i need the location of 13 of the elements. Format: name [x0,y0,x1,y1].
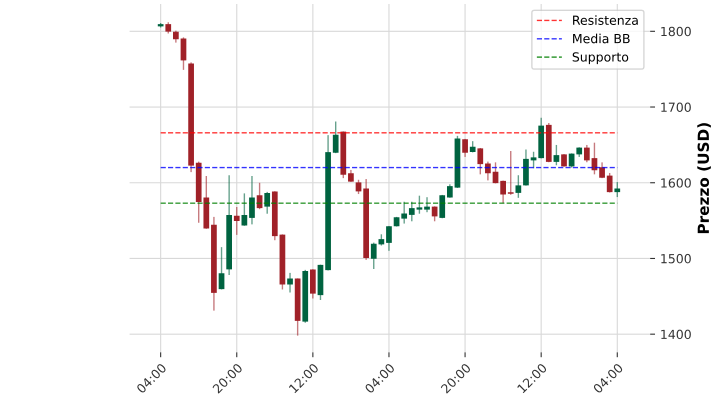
legend-label: Media BB [573,34,630,44]
y-tick-label: 1800 [661,26,691,36]
y-tick-label: 1700 [661,102,691,112]
y-tick-label: 1400 [661,330,691,340]
y-axis-title: Prezzo (USD) [697,123,711,234]
y-tick-label: 1500 [661,254,691,264]
candlestick [568,153,574,168]
legend-label: Resistenza [573,15,638,25]
candlestick [439,194,446,218]
y-tick-label: 1600 [661,178,691,188]
candlestick [446,184,453,198]
legend-label: Supporto [572,52,628,64]
candlestick [561,154,567,167]
